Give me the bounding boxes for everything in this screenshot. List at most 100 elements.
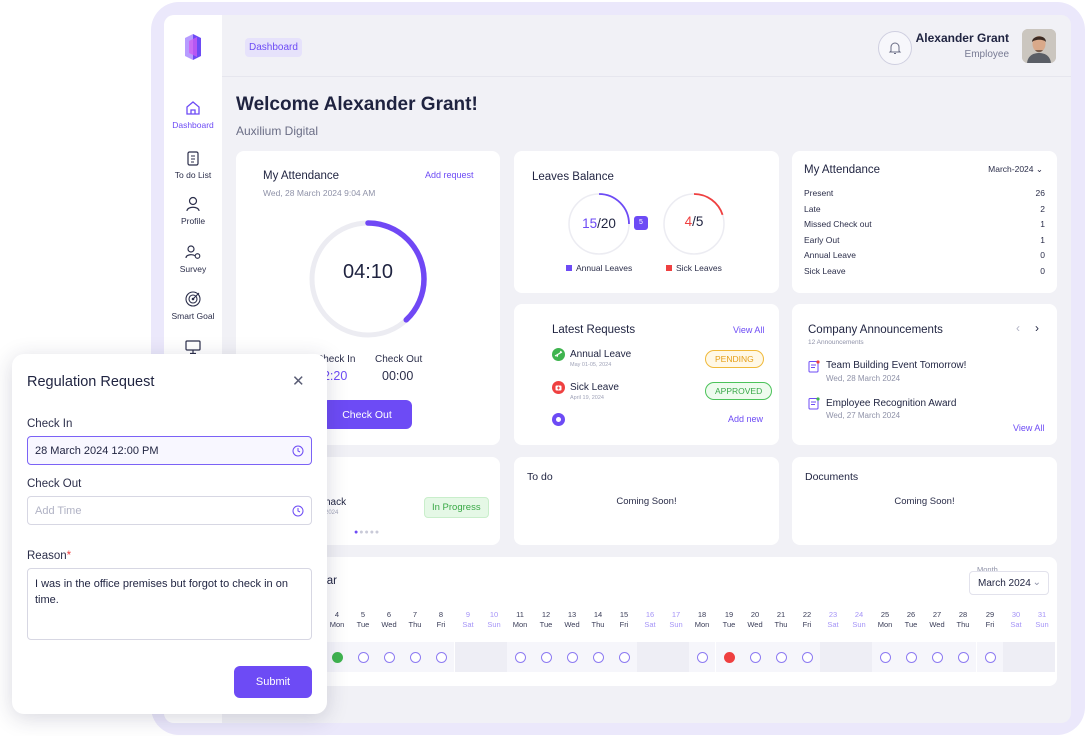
- chevron-right-icon[interactable]: ›: [1035, 321, 1039, 335]
- calendar-day-cell[interactable]: [924, 642, 950, 672]
- annual-leave-ring: [568, 193, 630, 255]
- present-marker-icon: [357, 651, 369, 663]
- sidebar-item-dashboard[interactable]: Dashboard: [164, 99, 222, 130]
- present-marker-icon: [775, 651, 787, 663]
- calendar-day-cell[interactable]: [585, 642, 611, 672]
- carousel-dots[interactable]: ●●●●●: [354, 529, 381, 536]
- calendar-day-cell[interactable]: [820, 642, 846, 672]
- user-icon: [186, 196, 200, 212]
- status-badge: APPROVED: [705, 382, 773, 400]
- present-marker-icon: [435, 651, 447, 663]
- sidebar-item-survey[interactable]: Survey: [164, 243, 222, 274]
- attendance-timer: 04:10: [342, 261, 394, 283]
- sidebar-item-profile[interactable]: Profile: [164, 195, 222, 226]
- calendar-day-cell[interactable]: [872, 642, 898, 672]
- calendar-day-cell[interactable]: [481, 642, 507, 672]
- welcome-heading: Welcome Alexander Grant!: [236, 94, 478, 115]
- breadcrumb[interactable]: Dashboard: [245, 38, 302, 57]
- submit-button[interactable]: Submit: [234, 666, 312, 698]
- check-out-field-label: Check Out: [27, 478, 82, 490]
- calendar-day-cell[interactable]: [689, 642, 715, 672]
- calendar-day-header: 15 Fri: [619, 610, 629, 629]
- check-out-button[interactable]: Check Out: [322, 400, 412, 429]
- present-marker-icon: [905, 651, 917, 663]
- check-in-field[interactable]: 28 March 2024 12:00 PM: [27, 436, 312, 465]
- request-date: May 01-05, 2024: [570, 362, 612, 368]
- documents-coming-soon: Coming Soon!: [894, 496, 955, 507]
- clock-icon[interactable]: [292, 505, 304, 517]
- month-select[interactable]: March-2024 ⌄: [988, 164, 1043, 174]
- calendar-day-cell[interactable]: [376, 642, 402, 672]
- present-marker-icon: [540, 651, 552, 663]
- calendar-day-cell[interactable]: [663, 642, 689, 672]
- calendar-day-cell[interactable]: [428, 642, 454, 672]
- add-circle-icon[interactable]: [552, 413, 565, 426]
- calendar-day-cell[interactable]: [455, 642, 481, 672]
- add-request-link[interactable]: Add request: [425, 170, 474, 180]
- sidebar-item-todo[interactable]: To do List: [164, 149, 222, 180]
- chevron-left-icon[interactable]: ‹: [1016, 321, 1020, 335]
- sick-leave-marker-icon: [723, 651, 735, 663]
- announcement-icon: [808, 360, 820, 373]
- attendance-summary-card: My Attendance March-2024 ⌄ Present 26 Lat…: [792, 151, 1057, 293]
- close-icon[interactable]: ✕: [292, 373, 305, 390]
- calendar-day-cell[interactable]: [507, 642, 533, 672]
- calendar-day-cell[interactable]: [977, 642, 1003, 672]
- calendar-day-cell[interactable]: [794, 642, 820, 672]
- medical-bag-icon: [552, 381, 565, 394]
- sidebar-item-monitor[interactable]: [164, 338, 222, 359]
- check-in-field-label: Check In: [27, 418, 73, 430]
- summary-title: My Attendance: [804, 164, 881, 176]
- present-marker-icon: [879, 651, 891, 663]
- clock-icon[interactable]: [292, 445, 304, 457]
- calendar-day-cell[interactable]: [402, 642, 428, 672]
- reason-textarea[interactable]: I was in the office premises but forgot …: [27, 568, 312, 640]
- calendar-day-cell[interactable]: [350, 642, 376, 672]
- annual-leave-marker-icon: [331, 651, 343, 663]
- calendar-day-header: 8 Fri: [436, 610, 446, 629]
- documents-card: Documents Coming Soon!: [792, 457, 1057, 545]
- avatar[interactable]: [1022, 29, 1056, 63]
- check-out-label: Check Out: [375, 354, 423, 365]
- calendar-day-header: 10 Sun: [487, 610, 501, 629]
- calendar-day-cell[interactable]: [898, 642, 924, 672]
- calendar-day-cell[interactable]: [611, 642, 637, 672]
- calendar-day-cell[interactable]: [768, 642, 794, 672]
- requests-view-all-link[interactable]: View All: [733, 325, 765, 335]
- calendar-day-cell[interactable]: [1029, 642, 1055, 672]
- calendar-day-cell[interactable]: [559, 642, 585, 672]
- calendar-day-cell[interactable]: [533, 642, 559, 672]
- summary-row: Annual Leave 0: [804, 250, 1045, 260]
- calendar-month-select[interactable]: March 2024 ⌄: [969, 571, 1049, 595]
- plane-icon: [552, 348, 565, 361]
- user-photo: [1022, 29, 1056, 63]
- sidebar-item-smart-goal[interactable]: Smart Goal: [164, 290, 222, 321]
- sidebar-item-label: Survey: [179, 264, 207, 274]
- calendar-day-cell[interactable]: [637, 642, 663, 672]
- calendar-day-header: 13 Wed: [564, 610, 580, 629]
- calendar-day-header: 24 Sun: [852, 610, 866, 629]
- calendar-day-cell[interactable]: [324, 642, 350, 672]
- announcements-card: Company Announcements 12 Announcements ‹…: [792, 304, 1057, 445]
- notifications-button[interactable]: [878, 31, 912, 65]
- announcement-title[interactable]: Team Building Event Tomorrow!: [826, 360, 967, 371]
- request-date: April 19, 2024: [570, 395, 604, 401]
- sidebar-item-label: Profile: [180, 216, 206, 226]
- calendar-day-cell[interactable]: [742, 642, 768, 672]
- present-marker-icon: [957, 651, 969, 663]
- announcement-title[interactable]: Employee Recognition Award: [826, 398, 957, 409]
- announcements-count: 12 Announcements: [808, 339, 864, 346]
- calendar-day-header: 28 Thu: [956, 610, 970, 629]
- calendar-day-cell[interactable]: [950, 642, 976, 672]
- top-bar: [222, 15, 1071, 77]
- status-badge: In Progress: [424, 497, 489, 518]
- calendar-day-header: 27 Wed: [929, 610, 945, 629]
- announcements-view-all-link[interactable]: View All: [1013, 423, 1045, 433]
- check-out-field[interactable]: Add Time: [27, 496, 312, 525]
- calendar-day-cell[interactable]: [1003, 642, 1029, 672]
- add-new-link[interactable]: Add new: [728, 414, 764, 424]
- calendar-day-cell[interactable]: [716, 642, 742, 672]
- announcements-title: Company Announcements: [808, 324, 943, 336]
- sick-leave-ring: [663, 193, 725, 255]
- calendar-day-cell[interactable]: [846, 642, 872, 672]
